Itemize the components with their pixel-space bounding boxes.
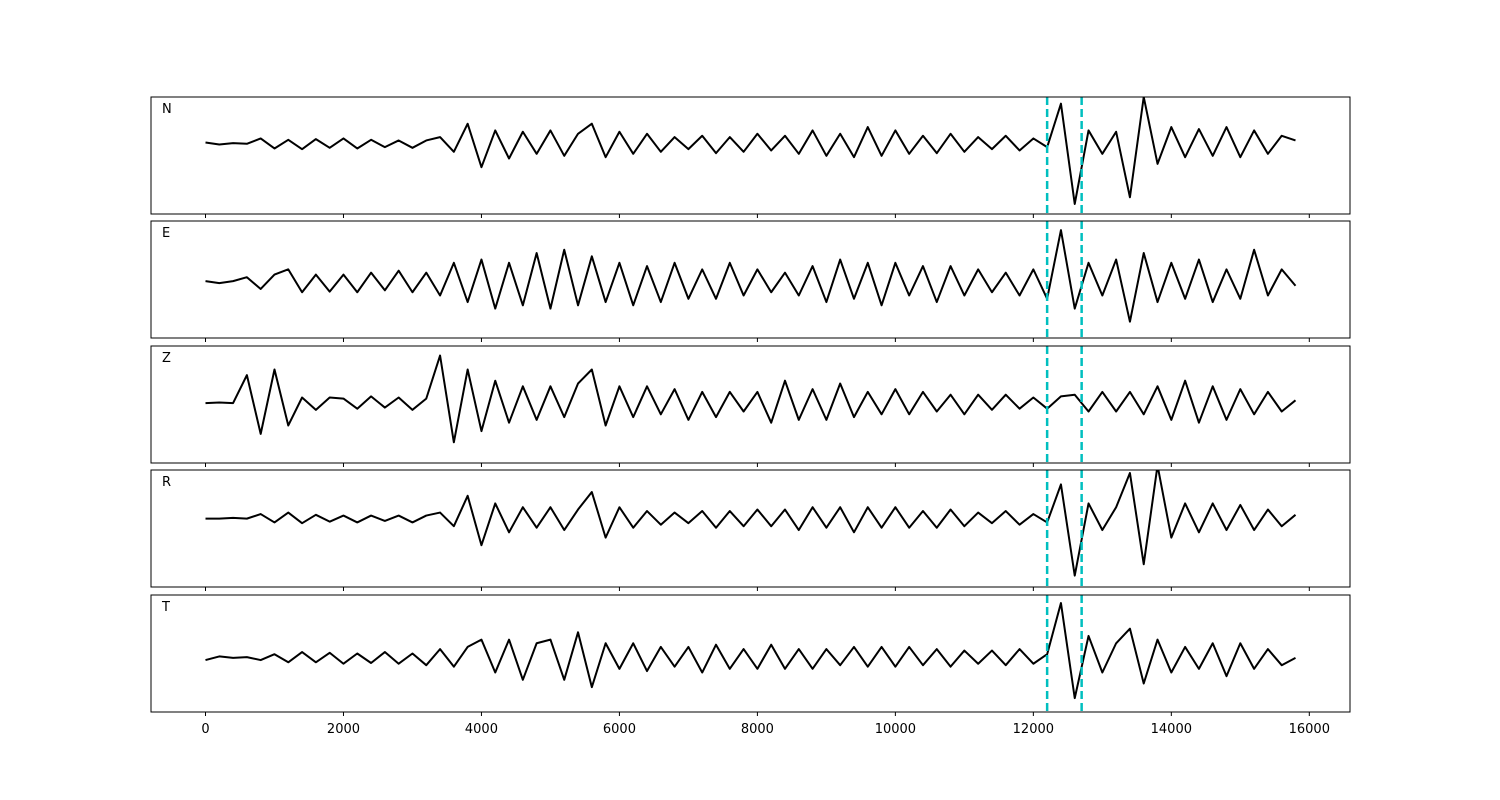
x-tick-label: 10000 (875, 722, 916, 737)
panel: R (150, 469, 1351, 591)
panel-frame (150, 96, 1351, 215)
panel-frame (150, 220, 1351, 339)
panel: T 0 2000 4000 6000 8000 10000 12000 14000 16000 (150, 594, 1351, 737)
panel-frame (150, 469, 1351, 588)
plot-area (205, 595, 1296, 712)
x-tick-label: 12000 (1013, 722, 1054, 737)
x-tick-label: 8000 (741, 722, 774, 737)
x-tick-label: 6000 (603, 722, 636, 737)
panel-label: N (162, 102, 172, 117)
plot-area (205, 346, 1297, 463)
panel-label: R (162, 475, 171, 490)
x-tick-label: 14000 (1151, 722, 1192, 737)
waveform (205, 97, 1296, 205)
panel: Z (150, 345, 1351, 467)
panel: N (150, 96, 1351, 218)
plot-area (205, 221, 1297, 338)
panel-frame (150, 345, 1351, 464)
x-tick-label: 4000 (465, 722, 498, 737)
panel-frame (150, 594, 1351, 713)
x-tick-label: 0 (201, 722, 209, 737)
panel: E (150, 220, 1351, 342)
x-tick-label: 2000 (327, 722, 360, 737)
waveform (205, 470, 1297, 577)
panel-label: Z (162, 351, 171, 366)
plot-area (205, 97, 1296, 214)
waveform (205, 602, 1296, 700)
waveform (205, 354, 1297, 444)
waveform (205, 229, 1297, 323)
x-tick-label: 16000 (1289, 722, 1330, 737)
plot-area (205, 470, 1297, 587)
panel-label: E (162, 226, 170, 241)
panel-label: T (161, 600, 170, 615)
